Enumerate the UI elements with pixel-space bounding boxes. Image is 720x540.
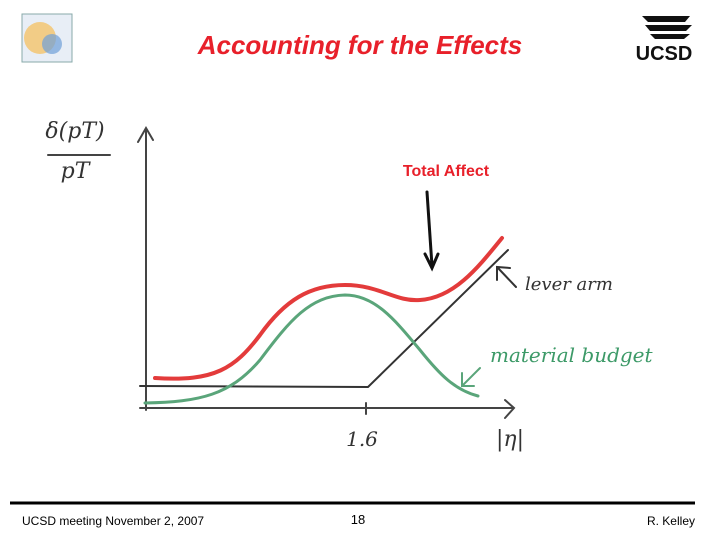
sketch xyxy=(47,126,517,419)
footer-author: R. Kelley xyxy=(647,514,695,528)
y-axis xyxy=(137,126,154,411)
x-axis xyxy=(139,399,516,419)
material-curve xyxy=(143,293,480,405)
cms-logo xyxy=(21,13,73,63)
footer-left: UCSD meeting November 2, 2007 xyxy=(22,514,204,528)
lever-arm-curve xyxy=(139,249,509,389)
slide-title: Accounting for the Effects xyxy=(197,30,523,60)
logo-text: UCSD xyxy=(636,43,693,65)
total-curve xyxy=(153,236,504,381)
y-label-top: δ(pT) xyxy=(45,119,104,144)
page-number: 18 xyxy=(351,512,365,527)
x-tick-label: 1.6 xyxy=(346,427,378,451)
material-arrow xyxy=(461,367,481,387)
x-label: |η| xyxy=(496,427,524,452)
y-label-bottom: pT xyxy=(61,159,92,184)
total-arrow xyxy=(423,190,440,272)
annotation: Total Affect xyxy=(403,163,490,180)
lever-arrow xyxy=(496,265,517,288)
ucsd-logo: UCSD xyxy=(636,16,693,65)
material-label: material budget xyxy=(490,343,654,367)
lever-arm-label: lever arm xyxy=(525,274,613,295)
